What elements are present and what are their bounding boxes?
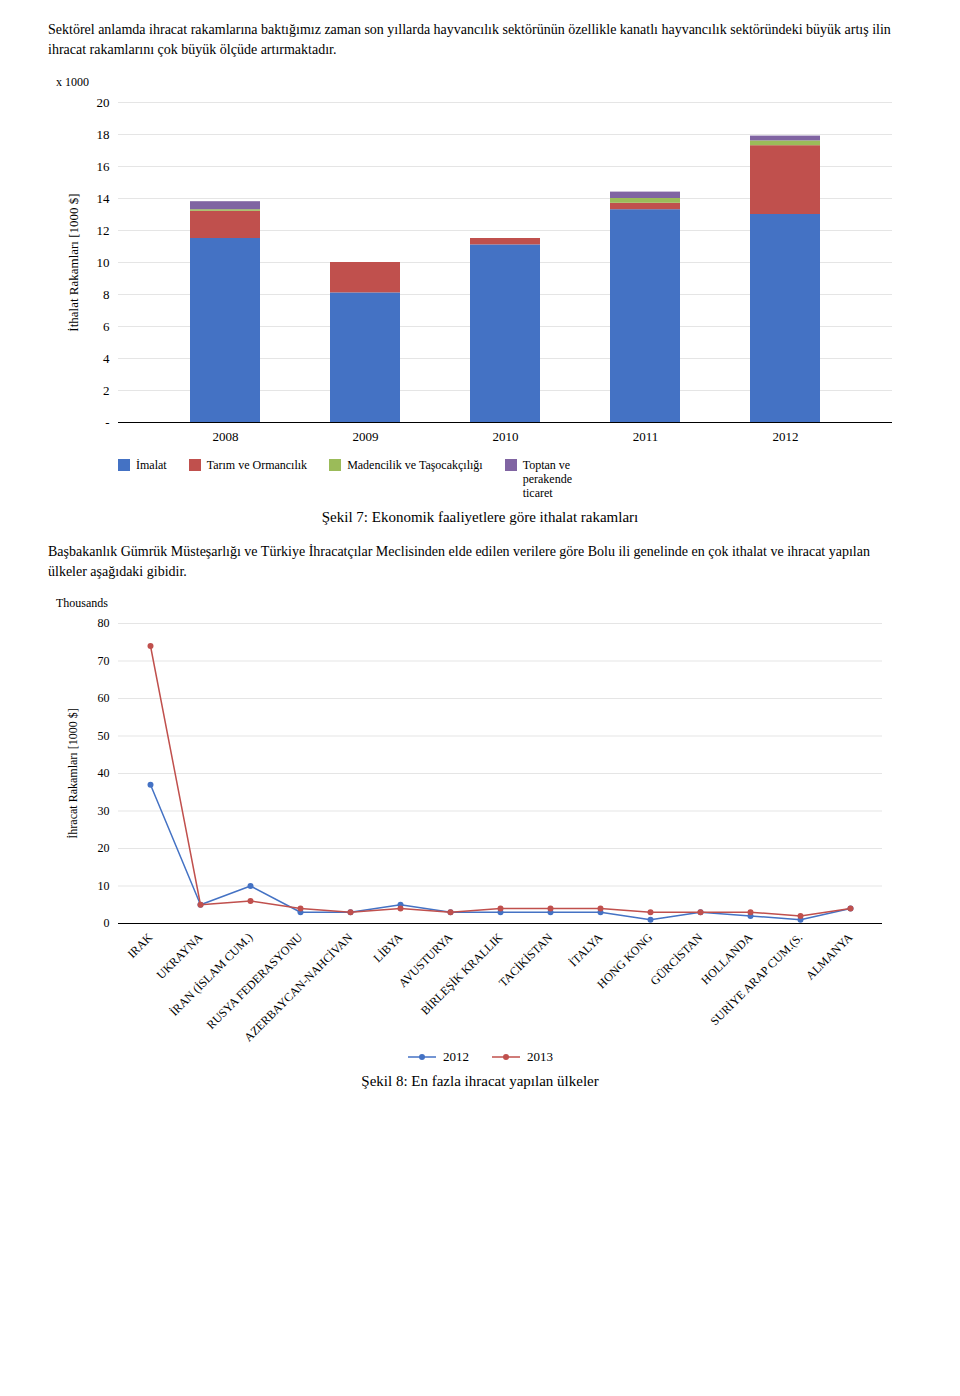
html-text:Toptan ve perakende ticaret: Toptan ve perakende ticaret	[522, 457, 572, 501]
svg-text:AZERBAYCAN-NAHCİVAN: AZERBAYCAN-NAHCİVAN	[241, 930, 355, 1043]
svg-text:İhracat Rakamları [1000 $]: İhracat Rakamları [1000 $]	[66, 709, 80, 839]
html-text:2012: 2012	[443, 1049, 469, 1065]
svg-text:ALMANYA: ALMANYA	[803, 930, 856, 983]
svg-text:60: 60	[98, 692, 110, 706]
svg-text:İTALYA: İTALYA	[566, 930, 605, 969]
html-text:Thousands: Thousands	[56, 596, 108, 611]
svg-text:4: 4	[103, 350, 110, 365]
svg-text:10: 10	[97, 254, 110, 269]
svg-text:16: 16	[97, 158, 111, 173]
svg-text:20: 20	[98, 842, 110, 856]
svg-text:30: 30	[98, 804, 110, 818]
svg-text:IRAK: IRAK	[125, 930, 156, 961]
html-text:2013: 2013	[527, 1049, 553, 1065]
svg-text:BİRLEŞİK KRALLIK: BİRLEŞİK KRALLIK	[418, 930, 506, 1018]
svg-text:12: 12	[97, 222, 110, 237]
svg-text:80: 80	[98, 617, 110, 631]
svg-text:0: 0	[104, 917, 110, 931]
svg-text:14: 14	[97, 190, 111, 205]
svg-text:LİBYA: LİBYA	[370, 930, 405, 965]
svg-text:HOLLANDA: HOLLANDA	[698, 930, 756, 988]
svg-text:UKRAYNA: UKRAYNA	[154, 930, 206, 982]
svg-text:SURİYE ARAP CUM.(S.: SURİYE ARAP CUM.(S.	[708, 931, 806, 1029]
svg-text:18: 18	[97, 126, 110, 141]
svg-text:TACİKİSTAN: TACİKİSTAN	[496, 930, 556, 990]
svg-text:HONG KONG: HONG KONG	[594, 930, 655, 991]
svg-text:2008: 2008	[213, 428, 239, 443]
html-text:Tarım ve Ormancılık: Tarım ve Ormancılık	[206, 457, 308, 472]
svg-text:İRAN (İSLAM CUM.): İRAN (İSLAM CUM.)	[167, 931, 255, 1019]
svg-text:2011: 2011	[633, 428, 659, 443]
svg-text:2009: 2009	[353, 428, 379, 443]
svg-text:GÜRCİSTAN: GÜRCİSTAN	[648, 930, 706, 988]
svg-text:40: 40	[98, 767, 110, 781]
html-text:İmalat: İmalat	[136, 457, 167, 472]
svg-text:8: 8	[103, 286, 110, 301]
svg-text:-: -	[105, 414, 109, 429]
svg-text:RUSYA FEDERASYONU: RUSYA FEDERASYONU	[204, 930, 306, 1032]
svg-text:2010: 2010	[493, 428, 519, 443]
html-text:Madencilik ve Taşocakçılığı: Madencilik ve Taşocakçılığı	[347, 457, 483, 472]
svg-text:6: 6	[103, 318, 110, 333]
html-text:Şekil 7: Ekonomik faaliyetlere: Şekil 7: Ekonomik faaliyetlere göre itha…	[321, 508, 639, 525]
svg-text:AVUSTURYA: AVUSTURYA	[395, 930, 456, 991]
svg-text:20: 20	[97, 94, 110, 109]
html-text:Sektörel anlamda ihracat rakam: Sektörel anlamda ihracat rakamlarına bak…	[48, 22, 891, 58]
svg-text:2: 2	[103, 382, 110, 397]
svg-text:50: 50	[98, 729, 110, 743]
svg-text:2012: 2012	[773, 428, 799, 443]
html-text:x 1000: x 1000	[56, 74, 89, 89]
html-text:Başbakanlık Gümrük Müsteşarlığ: Başbakanlık Gümrük Müsteşarlığı ve Türki…	[48, 543, 870, 580]
svg-text:İthalat Rakamları [1000 $]: İthalat Rakamları [1000 $]	[66, 193, 81, 331]
html-text:Şekil 8: En fazla ihracat yapı: Şekil 8: En fazla ihracat yapılan ülkele…	[361, 1073, 599, 1089]
svg-text:10: 10	[98, 879, 110, 893]
svg-text:70: 70	[98, 654, 110, 668]
